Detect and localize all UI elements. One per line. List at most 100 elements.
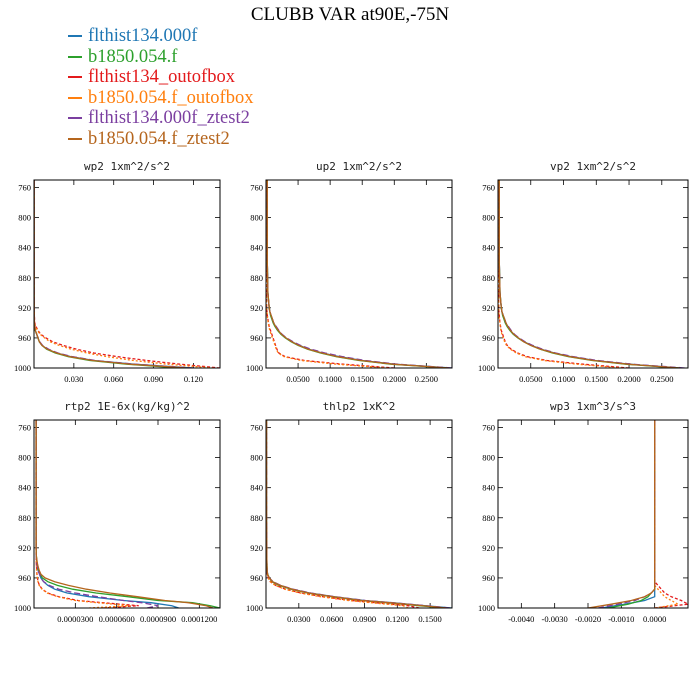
- y-tick-label: 920: [250, 303, 263, 313]
- y-tick-label: 960: [250, 333, 263, 343]
- y-tick-label: 840: [482, 483, 495, 493]
- x-tick-label: 0.0001200: [181, 614, 217, 624]
- y-tick-label: 880: [250, 273, 263, 283]
- x-tick-label: -0.0010: [608, 614, 634, 624]
- plot-area: [34, 180, 220, 368]
- series-line: [498, 180, 679, 368]
- y-tick-label: 920: [18, 543, 31, 553]
- series-line: [498, 180, 682, 368]
- x-tick-label: 0.1500: [585, 374, 608, 384]
- series-line: [266, 180, 395, 368]
- series-line: [266, 180, 452, 368]
- series-line: [266, 180, 449, 368]
- series-line: [654, 420, 688, 608]
- y-tick-label: 880: [482, 273, 495, 283]
- series-line: [266, 420, 409, 608]
- series-line: [34, 180, 214, 368]
- plot-frame: [497, 179, 689, 369]
- series-line: [35, 420, 131, 608]
- chart-panel: wp3 1xm^3/s^3 760 800 840 880 920 960 1000 -0.00…: [478, 400, 689, 624]
- x-tick-label: 0.1500: [418, 614, 441, 624]
- legend-swatch: [68, 96, 82, 99]
- y-tick-label: 840: [482, 243, 495, 253]
- y-tick-label: 1000: [14, 603, 31, 613]
- legend-label: flthist134.000f_ztest2: [88, 108, 250, 128]
- y-tick-label: 800: [482, 453, 495, 463]
- legend-swatch: [68, 137, 82, 140]
- chart-panel: thlp2 1xK^2 760 800 840 880 920 960 1000 0.0300 0…: [246, 400, 453, 624]
- x-tick-label: 0.2000: [617, 374, 640, 384]
- panel-title: vp2 1xm^2/s^2: [550, 160, 636, 173]
- series-line: [34, 180, 194, 368]
- series-line: [498, 180, 623, 368]
- series-line: [35, 420, 214, 608]
- legend-item: flthist134.000f_ztest2: [68, 108, 253, 129]
- y-tick-label: 840: [250, 483, 263, 493]
- x-tick-label: 0.2000: [383, 374, 406, 384]
- chart-panel: rtp2 1E-6x(kg/kg)^2 760 800 840 880 920 960 100…: [14, 400, 221, 624]
- y-tick-label: 800: [250, 453, 263, 463]
- y-tick-label: 760: [482, 423, 495, 433]
- legend-label: flthist134_outofbox: [88, 67, 235, 87]
- legend-item: b1850.054.f_ztest2: [68, 129, 253, 150]
- x-tick-label: 0.0500: [519, 374, 542, 384]
- legend-swatch: [68, 76, 82, 79]
- x-tick-label: 0.1000: [552, 374, 575, 384]
- panel-title: thlp2 1xK^2: [323, 400, 396, 413]
- series-line: [35, 420, 179, 608]
- legend-label: b1850.054.f_ztest2: [88, 128, 230, 149]
- series-line: [587, 420, 656, 608]
- x-tick-label: 0.0300: [287, 614, 310, 624]
- chart-panel: vp2 1xm^2/s^2 760 800 840 880 920 960 1000 0.050…: [478, 160, 689, 384]
- series-line: [34, 180, 220, 368]
- y-tick-label: 760: [250, 183, 263, 193]
- y-tick-label: 1000: [478, 363, 495, 373]
- plot-area: [587, 420, 688, 608]
- y-tick-label: 840: [18, 243, 31, 253]
- y-tick-label: 800: [18, 453, 31, 463]
- legend-swatch: [68, 55, 82, 58]
- series-line: [266, 420, 452, 608]
- y-tick-label: 960: [482, 333, 495, 343]
- panel-title: wp3 1xm^3/s^3: [550, 400, 636, 413]
- legend-item: b1850.054.f_outofbox: [68, 88, 253, 109]
- legend-item: flthist134.000f: [68, 26, 253, 47]
- x-tick-label: 0.0000900: [140, 614, 176, 624]
- y-tick-label: 880: [250, 513, 263, 523]
- x-tick-label: 0.1500: [351, 374, 374, 384]
- x-tick-label: 0.090: [144, 374, 163, 384]
- plot-frame: [497, 419, 689, 609]
- plot-frame: [265, 179, 453, 369]
- series-line: [35, 420, 159, 608]
- legend-item: b1850.054.f: [68, 47, 253, 68]
- x-tick-label: 0.1200: [386, 614, 409, 624]
- x-tick-label: 0.030: [64, 374, 83, 384]
- y-tick-label: 1000: [14, 363, 31, 373]
- plot-frame: [33, 179, 221, 369]
- y-tick-label: 920: [18, 303, 31, 313]
- plot-area: [266, 420, 452, 608]
- y-tick-label: 880: [18, 513, 31, 523]
- y-tick-label: 920: [482, 303, 495, 313]
- series-line: [266, 420, 447, 608]
- panel-title: rtp2 1E-6x(kg/kg)^2: [64, 400, 190, 413]
- series-line: [601, 420, 656, 608]
- legend: flthist134.000f b1850.054.f flthist134_out…: [68, 26, 253, 149]
- x-tick-label: -0.0020: [575, 614, 601, 624]
- y-tick-label: 800: [18, 213, 31, 223]
- y-tick-label: 760: [250, 423, 263, 433]
- series-line: [266, 180, 388, 368]
- legend-label: b1850.054.f: [88, 46, 178, 67]
- chart-panel: wp2 1xm^2/s^2 760 800 840 880 920 960 1000 0.030…: [14, 160, 221, 384]
- panel-title: wp2 1xm^2/s^2: [84, 160, 170, 173]
- x-tick-label: 0.1000: [318, 374, 341, 384]
- x-tick-label: 0.120: [184, 374, 203, 384]
- y-tick-label: 880: [18, 273, 31, 283]
- series-line: [266, 420, 447, 608]
- x-tick-label: 0.0500: [286, 374, 309, 384]
- x-tick-label: 0.0000: [643, 614, 666, 624]
- y-tick-label: 960: [18, 333, 31, 343]
- legend-swatch: [68, 117, 82, 120]
- series-line: [498, 180, 681, 368]
